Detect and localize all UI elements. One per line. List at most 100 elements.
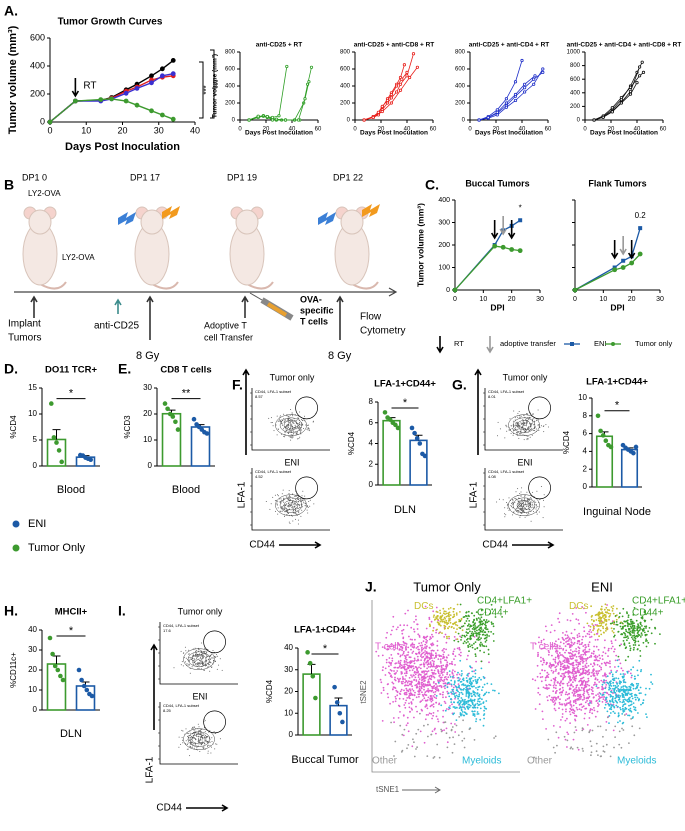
tsne-cell: [555, 669, 557, 671]
tsne-cell: [451, 684, 453, 686]
flow-axes: [160, 702, 238, 764]
tsne-cell: [401, 689, 403, 691]
tsne-cell: [639, 634, 641, 636]
tsne-cell: [425, 673, 427, 675]
flow-event: [291, 503, 292, 504]
tsne-cell: [395, 698, 397, 700]
tsne-cell: [412, 642, 414, 644]
tsne-cell: [562, 663, 564, 665]
tsne-cell: [470, 705, 472, 707]
x-tick-label: 30: [656, 296, 664, 303]
flow-event: [211, 737, 212, 738]
flow-event: [290, 523, 291, 524]
flow-event: [290, 422, 291, 423]
flow-event: [519, 503, 520, 504]
tsne-cell: [459, 692, 461, 694]
series-line: [594, 62, 642, 120]
tsne-cell: [440, 704, 442, 706]
flow-event: [273, 425, 274, 426]
marker: [593, 119, 595, 121]
tsne-cell: [569, 675, 571, 677]
panel-label: D.: [4, 361, 18, 377]
tsne-cell: [477, 700, 479, 702]
data-point: [596, 414, 601, 419]
flow-event: [191, 747, 192, 748]
tsne-cell: [559, 684, 561, 686]
tsne-cell: [462, 711, 464, 713]
flow-event: [511, 503, 512, 504]
tsne-cell: [413, 621, 415, 623]
flow-event: [206, 741, 207, 742]
flow-event: [286, 503, 287, 504]
y-tick-label: 4: [583, 447, 588, 456]
flow-event: [197, 656, 198, 657]
tsne-cell: [442, 649, 444, 651]
flow-event: [531, 507, 532, 508]
tsne-cell: [555, 692, 557, 694]
marker: [310, 66, 312, 68]
tsne-cell: [480, 679, 482, 681]
tsne-cell: [468, 611, 470, 613]
tsne-cell: [543, 660, 545, 662]
flow-event: [543, 517, 544, 518]
tsne-cell: [592, 687, 594, 689]
tsne-cell: [645, 713, 647, 715]
tsne-cell: [405, 702, 407, 704]
tsne-cell: [569, 708, 571, 710]
flow-event: [300, 499, 301, 500]
flow-event: [210, 655, 211, 656]
tsne-cell: [468, 620, 470, 622]
tsne-cell: [598, 635, 600, 637]
tsne-cell: [406, 697, 408, 699]
flow-event: [536, 491, 537, 492]
tsne-cell: [466, 677, 468, 679]
flow-event: [291, 505, 292, 506]
tsne-cell: [461, 670, 463, 672]
marker: [401, 78, 403, 80]
flow-event: [518, 510, 519, 511]
tsne-cell: [406, 680, 408, 682]
tsne-cell: [591, 689, 593, 691]
tsne-cell: [443, 636, 445, 638]
tsne-cell: [431, 690, 433, 692]
tsne-cell: [454, 707, 456, 709]
tsne-cell: [435, 697, 437, 699]
tsne-cell: [566, 746, 568, 748]
tsne-cell: [583, 705, 585, 707]
tsne-cell: [452, 676, 454, 678]
tsne-cell: [426, 642, 428, 644]
tsne-cell: [445, 710, 447, 712]
tsne-cell: [625, 629, 627, 631]
flow-event: [310, 500, 311, 501]
tsne-cell: [568, 636, 570, 638]
tsne-cell: [466, 659, 468, 661]
flow-event: [521, 500, 522, 501]
tsne-cell: [612, 675, 614, 677]
flow-event: [188, 654, 189, 655]
flow-event: [290, 436, 291, 437]
tsne-cell: [401, 630, 403, 632]
tsne-cell: [493, 633, 495, 635]
tsne-cell: [557, 656, 559, 658]
flow-event: [298, 418, 299, 419]
tsne-cell: [420, 645, 422, 647]
flow-event: [201, 733, 202, 734]
flow-event: [291, 421, 292, 422]
tsne-cell: [596, 619, 598, 621]
flow-event: [288, 506, 289, 507]
flow-event: [289, 490, 290, 491]
tsne-cell: [459, 627, 461, 629]
tsne-cell: [483, 676, 485, 678]
flow-event: [290, 506, 291, 507]
gate-label: 8.57: [255, 394, 264, 399]
flow-event: [528, 506, 529, 507]
y-tick-label: 0: [33, 705, 38, 714]
flow-event: [185, 647, 186, 648]
marker: [505, 98, 507, 100]
tsne-cell: [447, 686, 449, 688]
flow-event: [287, 510, 288, 511]
tsne-cell: [426, 705, 428, 707]
tsne-cell: [427, 736, 429, 738]
tsne-cell: [463, 715, 465, 717]
tsne-cell: [446, 728, 448, 730]
